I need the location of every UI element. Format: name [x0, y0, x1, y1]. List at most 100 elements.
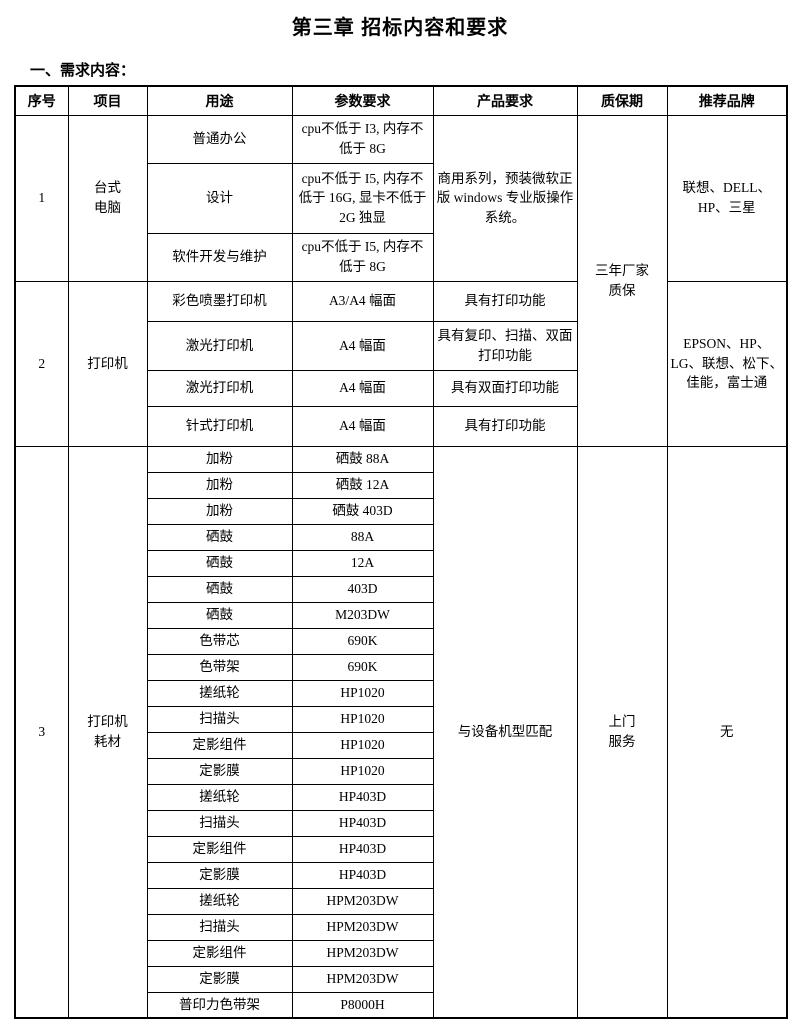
table-row: 定影组件 HP403D — [15, 835, 787, 863]
col-header-brands: 推荐品牌 — [666, 85, 788, 116]
use-cell: 普印力色带架 — [146, 991, 293, 1019]
params-cell: HPM203DW — [291, 913, 434, 941]
params-cell: HP1020 — [291, 731, 434, 759]
params-cell: 690K — [291, 653, 434, 681]
params-cell: 硒鼓 88A — [291, 445, 434, 473]
params-cell: HP403D — [291, 835, 434, 863]
use-cell: 定影组件 — [146, 835, 293, 863]
params-cell: A3/A4 幅面 — [291, 280, 434, 322]
params-cell: A4 幅面 — [291, 369, 434, 407]
table-row: 针式打印机 A4 幅面 具有打印功能 — [15, 405, 787, 447]
item-cell: 打印机 — [67, 280, 148, 447]
params-cell: cpu不低于 I5, 内存不低于 8G — [291, 232, 434, 282]
use-cell: 加粉 — [146, 471, 293, 499]
params-cell: HPM203DW — [291, 939, 434, 967]
params-cell: 硒鼓 12A — [291, 471, 434, 499]
params-cell: A4 幅面 — [291, 405, 434, 447]
table-row: 3 打印机 耗材 加粉 硒鼓 88A 与设备机型匹配 上门 服务 无 — [14, 445, 788, 1019]
table-row: 色带芯 690K — [15, 627, 787, 655]
params-cell: HP403D — [291, 809, 434, 837]
table-row: 扫描头 HPM203DW — [15, 913, 787, 941]
params-cell: HPM203DW — [291, 887, 434, 915]
table-row: 2 打印机 彩色喷墨打印机 A3/A4 幅面 具有打印功能 EPSON、HP、L… — [14, 280, 788, 447]
use-cell: 色带架 — [146, 653, 293, 681]
params-cell: cpu不低于 I3, 内存不低于 8G — [291, 114, 434, 164]
product-req-cell: 具有双面打印功能 — [432, 369, 578, 407]
use-cell: 彩色喷墨打印机 — [146, 280, 293, 322]
params-cell: HP1020 — [291, 757, 434, 785]
product-req-cell: 商用系列，预装微软正版 windows 专业版操作系统。 — [432, 114, 578, 282]
warranty-cell: 上门 服务 — [576, 445, 668, 1019]
use-cell: 激光打印机 — [146, 369, 293, 407]
product-req-cell: 具有打印功能 — [432, 280, 578, 322]
use-cell: 搓纸轮 — [146, 887, 293, 915]
item-cell: 打印机 耗材 — [67, 445, 148, 1019]
brands-cell: 联想、DELL、HP、三星 — [666, 114, 788, 282]
product-req-cell: 具有打印功能 — [432, 405, 578, 447]
table-row: 定影膜 HP403D — [15, 861, 787, 889]
col-header-product-req: 产品要求 — [432, 85, 578, 116]
params-cell: HP1020 — [291, 679, 434, 707]
use-cell: 定影组件 — [146, 939, 293, 967]
table-row: 1 台式 电脑 普通办公 cpu不低于 I3, 内存不低于 8G 商用系列，预装… — [14, 114, 788, 447]
use-cell: 色带芯 — [146, 627, 293, 655]
use-cell: 普通办公 — [146, 114, 293, 164]
use-cell: 加粉 — [146, 445, 293, 473]
table-row: 扫描头 HP403D — [15, 809, 787, 837]
use-cell: 设计 — [146, 162, 293, 234]
product-req-cell: 与设备机型匹配 — [432, 445, 578, 1019]
table-row: 硒鼓 403D — [15, 575, 787, 603]
page-title: 第三章 招标内容和要求 — [291, 17, 509, 39]
brands-cell: 无 — [666, 445, 788, 1019]
params-cell: P8000H — [291, 991, 434, 1019]
requirements-table: 序号 项目 用途 参数要求 产品要求 质保期 推荐品牌 1 台式 电脑 普通办公… — [14, 85, 788, 1019]
table-row: 定影组件 HPM203DW — [15, 939, 787, 967]
use-cell: 硒鼓 — [146, 601, 293, 629]
use-cell: 加粉 — [146, 497, 293, 525]
params-cell: HP403D — [291, 861, 434, 889]
table-row: 软件开发与维护 cpu不低于 I5, 内存不低于 8G — [15, 232, 787, 282]
params-cell: A4 幅面 — [291, 320, 434, 371]
use-cell: 针式打印机 — [146, 405, 293, 447]
product-req-cell: 具有复印、扫描、双面打印功能 — [432, 320, 578, 371]
table-row: 激光打印机 A4 幅面 具有双面打印功能 — [15, 369, 787, 407]
params-cell: HPM203DW — [291, 965, 434, 993]
table-row: 加粉 硒鼓 12A — [15, 471, 787, 499]
table-row: 设计 cpu不低于 I5, 内存不低于 16G, 显卡不低于 2G 独显 — [15, 162, 787, 234]
table-row: 定影膜 HP1020 — [15, 757, 787, 785]
params-cell: HP403D — [291, 783, 434, 811]
params-cell: M203DW — [291, 601, 434, 629]
table-row: 定影组件 HP1020 — [15, 731, 787, 759]
table-row: 搓纸轮 HP403D — [15, 783, 787, 811]
col-header-params: 参数要求 — [291, 85, 434, 116]
brands-cell: EPSON、HP、LG、联想、松下、佳能，富士通 — [666, 280, 788, 447]
use-cell: 软件开发与维护 — [146, 232, 293, 282]
params-cell: 12A — [291, 549, 434, 577]
params-cell: 690K — [291, 627, 434, 655]
params-cell: cpu不低于 I5, 内存不低于 16G, 显卡不低于 2G 独显 — [291, 162, 434, 234]
params-cell: HP1020 — [291, 705, 434, 733]
use-cell: 定影膜 — [146, 757, 293, 785]
table-row: 加粉 硒鼓 403D — [15, 497, 787, 525]
params-cell: 403D — [291, 575, 434, 603]
params-cell: 硒鼓 403D — [291, 497, 434, 525]
header-row: 序号 项目 用途 参数要求 产品要求 质保期 推荐品牌 — [14, 85, 788, 116]
use-cell: 硒鼓 — [146, 575, 293, 603]
use-cell: 扫描头 — [146, 913, 293, 941]
col-header-use: 用途 — [146, 85, 293, 116]
use-cell: 搓纸轮 — [146, 783, 293, 811]
use-cell: 硒鼓 — [146, 523, 293, 551]
use-cell: 扫描头 — [146, 809, 293, 837]
row-no: 1 — [14, 114, 69, 282]
col-header-warranty: 质保期 — [576, 85, 668, 116]
section-heading: 一、需求内容： — [30, 62, 136, 79]
use-cell: 硒鼓 — [146, 549, 293, 577]
table-row: 激光打印机 A4 幅面 具有复印、扫描、双面打印功能 — [15, 320, 787, 371]
table-row: 普印力色带架 P8000H — [15, 991, 787, 1019]
row-no: 3 — [14, 445, 69, 1019]
col-header-item: 项目 — [67, 85, 148, 116]
params-cell: 88A — [291, 523, 434, 551]
use-cell: 定影膜 — [146, 965, 293, 993]
table-row: 硒鼓 M203DW — [15, 601, 787, 629]
use-cell: 定影膜 — [146, 861, 293, 889]
